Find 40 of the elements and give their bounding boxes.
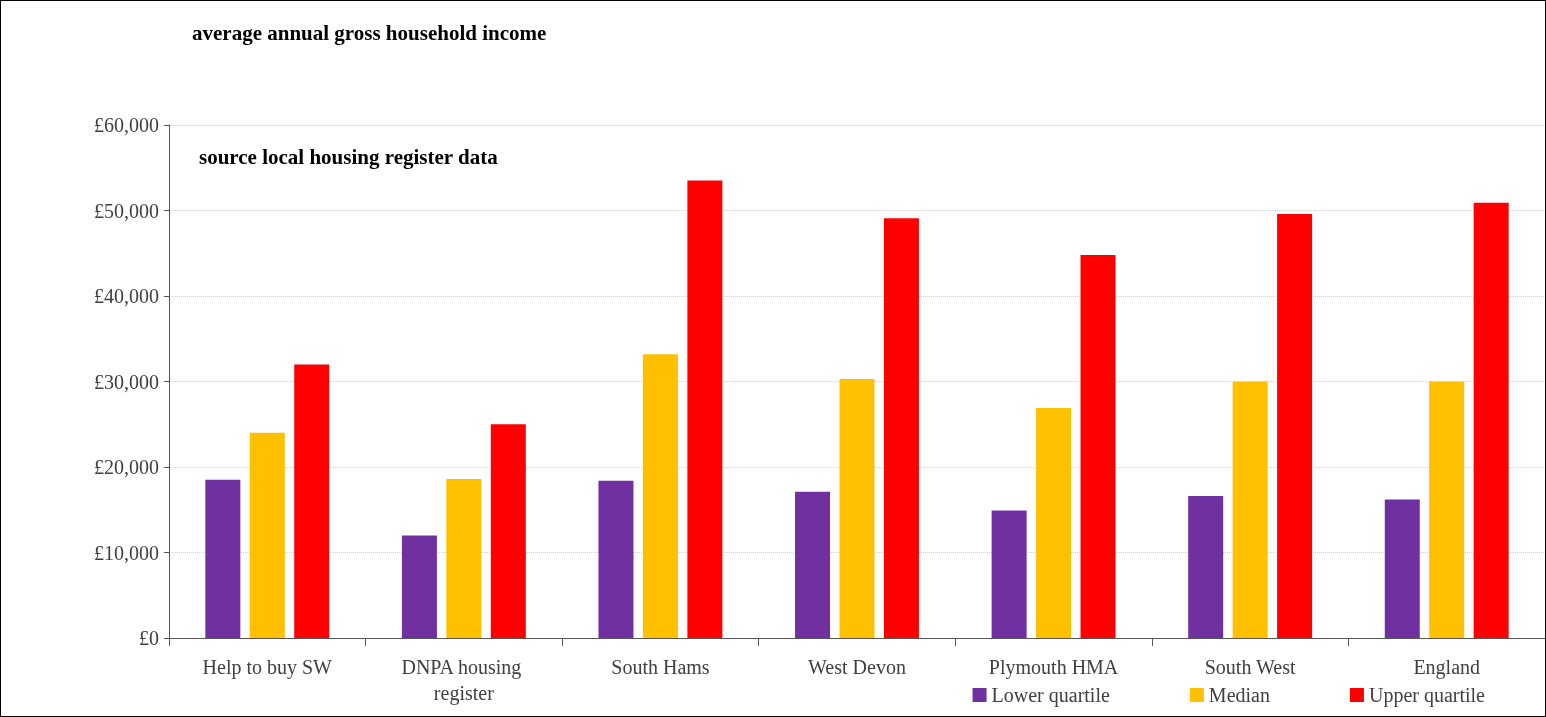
y-tick-label: £40,000: [94, 285, 159, 307]
y-tick-label: £10,000: [94, 541, 159, 564]
legend-label: Upper quartile: [1368, 684, 1486, 707]
bar: [294, 364, 330, 638]
bar: [1429, 381, 1465, 638]
bar: [687, 180, 723, 638]
x-tick-label: Plymouth HMA: [988, 656, 1119, 679]
bar: [1080, 254, 1116, 638]
y-tick-label: £0: [139, 627, 159, 649]
bar: [1232, 381, 1268, 638]
x-tick-label: South Hams: [611, 656, 710, 678]
bar: [1277, 213, 1313, 638]
bar: [839, 378, 875, 638]
x-tick-label: England: [1413, 656, 1481, 679]
bar: [642, 354, 678, 638]
x-tick-label: DNPA housing register: [401, 656, 527, 705]
chart-title: average annual gross household income: [192, 20, 547, 45]
bar: [1036, 408, 1072, 638]
x-tick-label: West Devon: [808, 656, 906, 678]
bar: [401, 535, 437, 638]
bar: [490, 424, 526, 638]
bar: [1188, 496, 1224, 638]
bar: [795, 491, 831, 638]
x-tick-label: Help to buy SW: [202, 656, 333, 679]
bar: [883, 218, 919, 638]
bar: [991, 510, 1027, 638]
y-tick-label: £20,000: [94, 456, 159, 478]
legend-label: Lower quartile: [991, 684, 1110, 707]
bar: [205, 479, 241, 638]
bar: [598, 480, 634, 638]
legend-label: Median: [1208, 684, 1270, 706]
bar: [249, 432, 285, 638]
bar: [1384, 499, 1420, 638]
x-tick-label: South West: [1204, 656, 1296, 678]
y-tick-label: £30,000: [94, 370, 159, 393]
bar: [1473, 202, 1509, 638]
annotation: source local housing register data: [199, 144, 499, 169]
bar: [446, 478, 482, 638]
y-tick-label: £50,000: [94, 199, 159, 222]
y-tick-label: £60,000: [94, 114, 159, 136]
